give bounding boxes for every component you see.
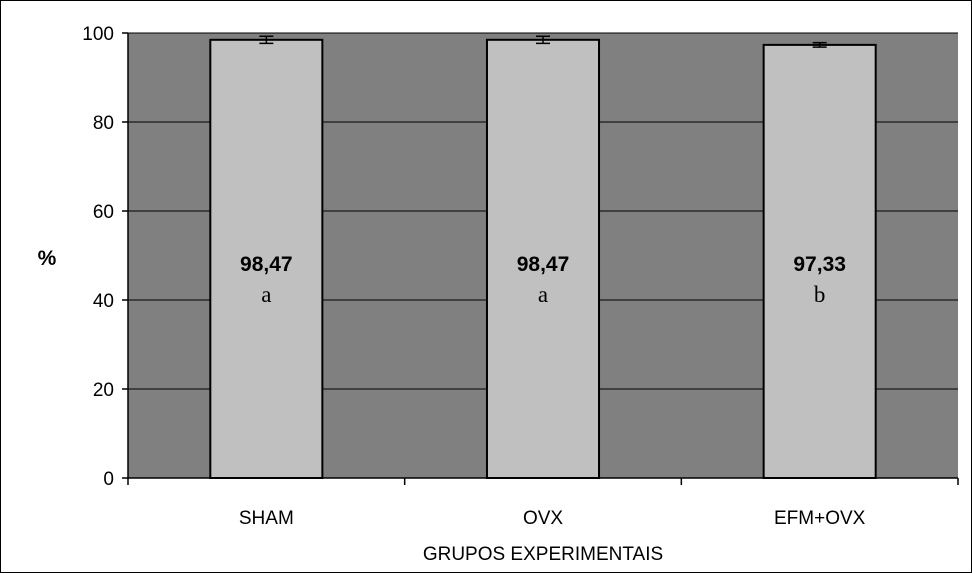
y-tick-label: 40 (93, 291, 114, 312)
y-tick-label: 100 (82, 24, 114, 45)
y-tick-label: 20 (93, 380, 114, 401)
data-label: 97,33 (793, 253, 846, 276)
group-letter-label: a (538, 282, 548, 307)
y-tick-label: 60 (93, 202, 114, 223)
group-letter-label: a (261, 282, 271, 307)
data-label: 98,47 (240, 253, 293, 276)
bar (485, 38, 601, 479)
y-axis-title: % (38, 247, 57, 270)
tick-labels: 0 20 40 60 80 100 SHAM OVX EFM+OVX (82, 24, 865, 529)
axes (122, 32, 959, 485)
bar (209, 38, 324, 479)
x-tick-label: OVX (523, 508, 563, 529)
y-tick-label: 0 (103, 469, 114, 490)
x-axis-title: GRUPOS EXPERIMENTAIS (423, 544, 663, 565)
group-letter-label: b (814, 282, 826, 307)
bars: 98,47 a 98,47 a 97,33 b (209, 35, 877, 479)
y-tick-label: 80 (93, 113, 114, 134)
bar (762, 43, 877, 479)
x-tick-label: EFM+OVX (774, 508, 866, 529)
data-label: 98,47 (517, 253, 570, 276)
x-tick-label: SHAM (239, 508, 294, 529)
